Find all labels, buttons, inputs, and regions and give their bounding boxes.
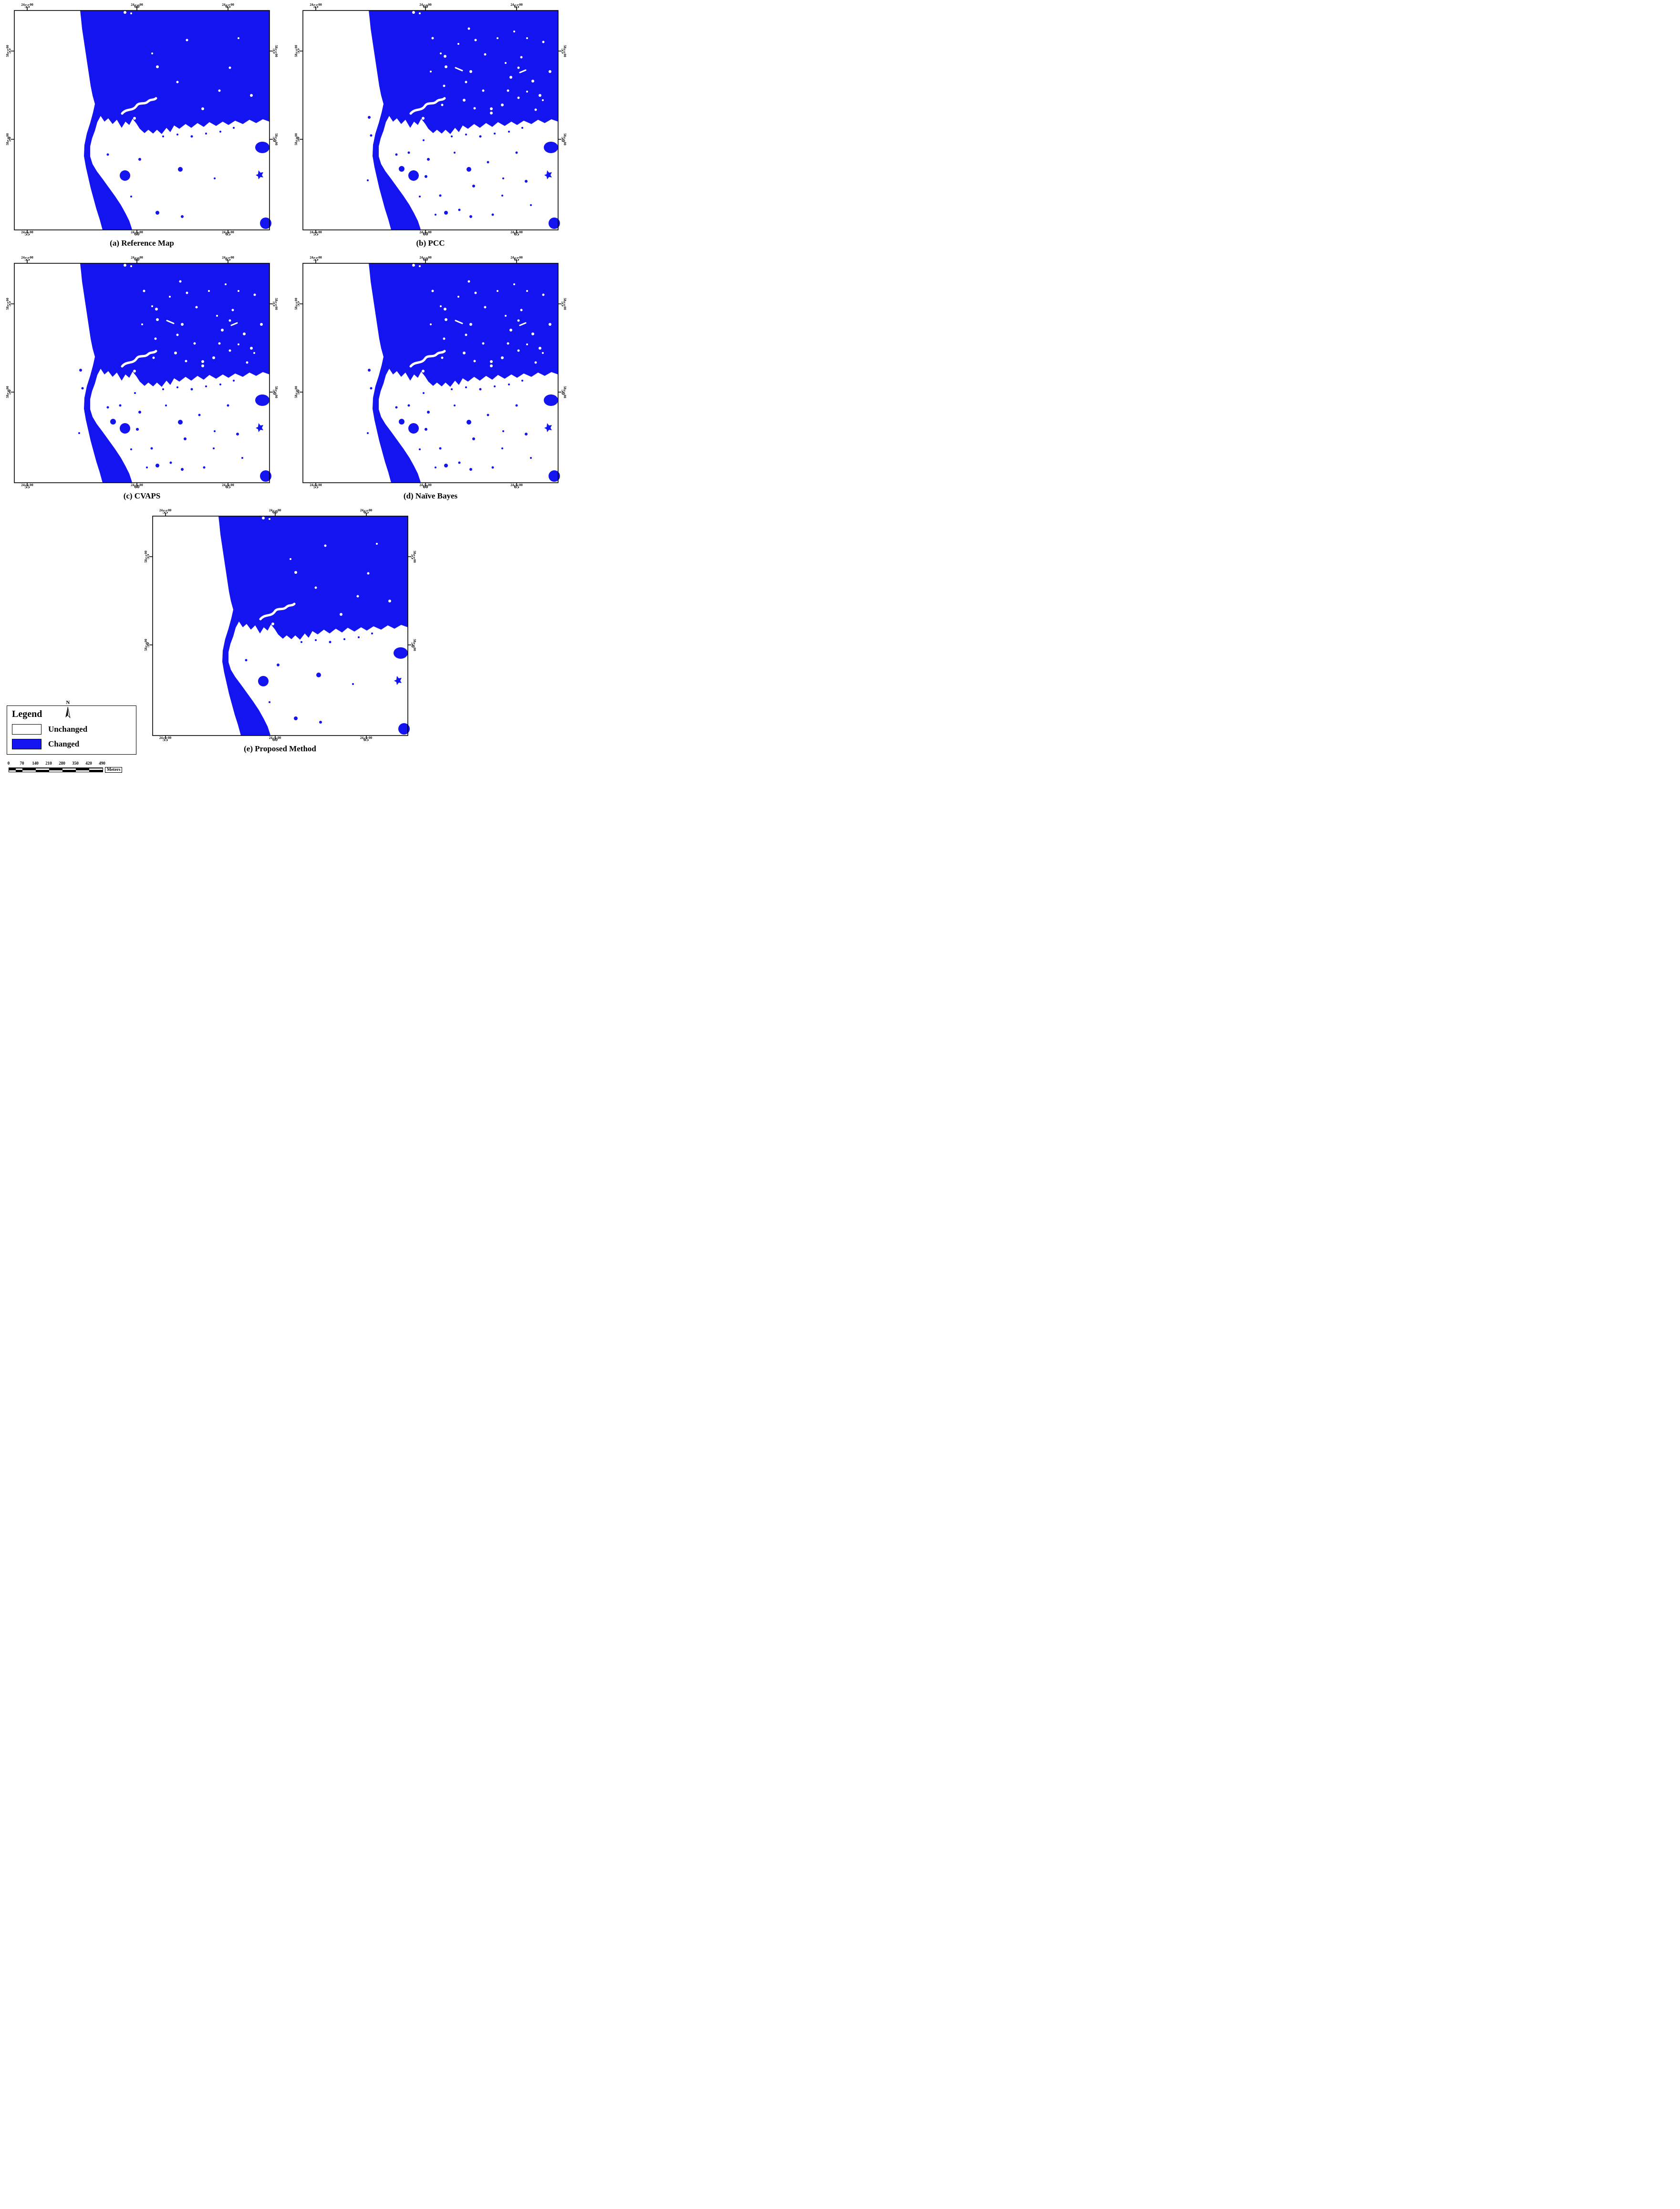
x-tick-label: 246500 (222, 230, 234, 237)
x-tick-label: 246500 (360, 508, 373, 515)
x-tick-label: 246000 (131, 255, 143, 262)
figure-row-2: 245500 246000 246500 585500 585000 58550… (0, 256, 567, 504)
figure-row-3: 245500 246000 246500 585500 585000 58550… (0, 508, 560, 776)
x-tick-label: 246500 (510, 255, 523, 262)
change-map-reference (14, 10, 270, 230)
legend-title: Legend (12, 709, 42, 719)
scale-bar: 0 70 140 210 280 350 420 490 (7, 761, 131, 773)
panel-c-cvaps: 245500 246000 246500 585500 585000 58550… (6, 256, 278, 504)
change-map-cvaps (14, 263, 270, 483)
x-tick-label: 245500 (21, 2, 33, 10)
x-tick-label: 246500 (222, 255, 234, 262)
panel-caption: (c) CVAPS (123, 491, 161, 500)
x-tick-label: 245500 (310, 483, 322, 490)
legend: Legend N Unchanged Changed (7, 700, 136, 755)
x-tick-label: 246000 (419, 2, 432, 10)
scale-tick: 350 (72, 761, 79, 766)
x-tick-label: 245500 (159, 736, 172, 743)
x-tick-label: 245500 (310, 2, 322, 10)
x-tick-label: 245500 (21, 230, 33, 237)
changed-swatch (12, 739, 41, 749)
x-tick-label: 246000 (419, 255, 432, 262)
scale-tick: 490 (99, 761, 105, 766)
x-tick-label: 246500 (222, 483, 234, 490)
unchanged-swatch (12, 724, 41, 735)
scale-tick: 280 (59, 761, 65, 766)
x-tick-label: 246500 (510, 230, 523, 237)
panel-b-pcc: 245500 246000 246500 585500 585000 58550… (294, 3, 567, 251)
north-label: N (66, 700, 70, 705)
figure-row-1: 245500 246000 246500 585500 585000 58550… (0, 3, 567, 251)
x-tick-label: 245500 (21, 483, 33, 490)
x-tick-label: 246000 (131, 483, 143, 490)
x-tick-label: 245500 (310, 255, 322, 262)
panel-a-reference-map: 245500 246000 246500 585500 585000 58550… (6, 3, 278, 251)
north-arrow-icon (65, 706, 71, 718)
x-tick-label: 246500 (510, 483, 523, 490)
panel-caption: (b) PCC (416, 239, 445, 248)
x-tick-label: 246000 (419, 230, 432, 237)
legend-item-changed: Changed (12, 739, 131, 749)
legend-item-unchanged: Unchanged (12, 724, 131, 735)
scale-tick: 0 (7, 761, 10, 766)
x-tick-label: 246000 (269, 508, 281, 515)
scale-unit-label: Meters (105, 767, 123, 773)
panel-d-naive-bayes: 245500 246000 246500 585500 585000 58550… (294, 256, 567, 504)
scale-bar-segments (9, 767, 103, 772)
change-map-pcc (303, 10, 558, 230)
legend-item-label: Changed (48, 739, 80, 748)
panel-caption: (e) Proposed Method (244, 744, 316, 753)
x-tick-label: 246000 (419, 483, 432, 490)
x-tick-label: 245500 (159, 508, 172, 515)
change-map-naive-bayes (303, 263, 558, 483)
x-tick-label: 245500 (21, 255, 33, 262)
change-map-proposed (153, 516, 408, 736)
panel-caption: (a) Reference Map (110, 239, 174, 248)
scale-tick: 420 (85, 761, 92, 766)
legend-area: Legend N Unchanged Changed 0 (7, 700, 145, 773)
panel-e-proposed-method: 245500 246000 246500 585500 585000 58550… (144, 508, 416, 757)
x-tick-label: 245500 (310, 230, 322, 237)
panel-caption: (d) Naïve Bayes (403, 491, 458, 500)
x-tick-label: 246500 (222, 2, 234, 10)
x-tick-label: 246500 (360, 736, 373, 743)
x-tick-label: 246500 (510, 2, 523, 10)
scale-bar-labels: 0 70 140 210 280 350 420 490 (7, 761, 105, 767)
x-tick-label: 246000 (131, 230, 143, 237)
north-arrow: N (64, 700, 72, 720)
scale-tick: 140 (32, 761, 39, 766)
scale-tick: 210 (45, 761, 52, 766)
legend-item-label: Unchanged (48, 725, 88, 734)
x-tick-label: 246000 (131, 2, 143, 10)
x-tick-label: 246000 (269, 736, 281, 743)
scale-tick: 70 (20, 761, 24, 766)
